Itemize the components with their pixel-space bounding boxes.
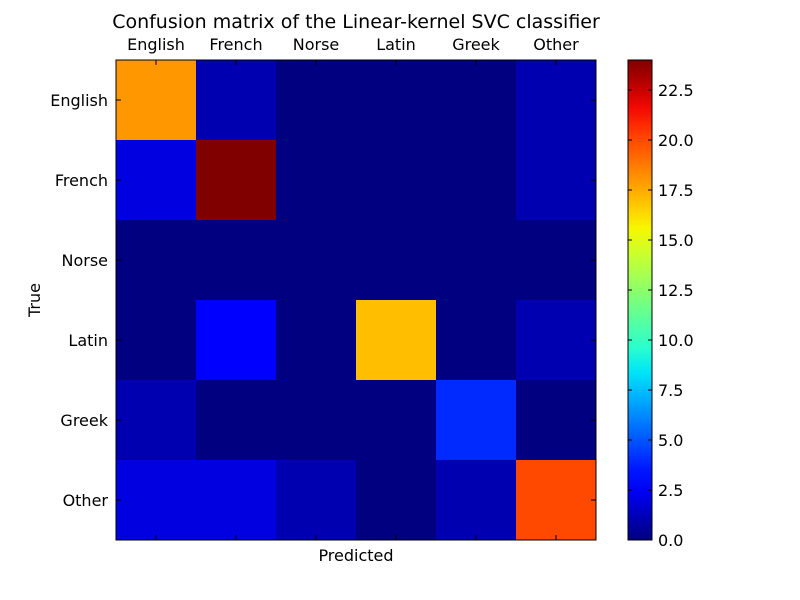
x-tick-label: Greek <box>452 35 500 54</box>
x-tick-label: Norse <box>293 35 340 54</box>
heatmap-cell <box>516 140 597 221</box>
heatmap-cell <box>356 460 437 541</box>
heatmap-cell <box>436 460 517 541</box>
y-tick-label: French <box>55 171 108 190</box>
colorbar <box>627 59 653 541</box>
heatmap-cell <box>516 380 597 461</box>
heatmap-cell <box>356 140 437 221</box>
y-tick-label: Other <box>63 491 109 510</box>
heatmap-cell <box>516 60 597 141</box>
x-tick-label: Other <box>533 35 579 54</box>
plot-frame <box>115 59 597 541</box>
heatmap-cell <box>196 60 277 141</box>
colorbar-tick-label: 17.5 <box>658 181 694 200</box>
heatmap-cells <box>116 60 597 541</box>
x-tick-labels: English French Norse Latin Greek Other <box>127 35 579 540</box>
heatmap-cell <box>196 220 277 301</box>
heatmap-cell <box>196 140 277 221</box>
colorbar-tick-label: 22.5 <box>658 81 694 100</box>
heatmap-cell <box>276 60 357 141</box>
colorbar-tick-label: 7.5 <box>658 381 683 400</box>
heatmap-cell <box>356 300 437 381</box>
heatmap-cell <box>276 220 357 301</box>
heatmap-cell <box>116 380 197 461</box>
heatmap-cell <box>196 300 277 381</box>
heatmap-cell <box>436 220 517 301</box>
heatmap-cell <box>116 460 197 541</box>
heatmap-cell <box>276 300 357 381</box>
heatmap-cell <box>116 300 197 381</box>
colorbar-tick-label: 5.0 <box>658 431 683 450</box>
colorbar-tick-label: 20.0 <box>658 131 694 150</box>
chart-title: Confusion matrix of the Linear-kernel SV… <box>112 11 600 33</box>
y-axis-label: True <box>25 283 44 318</box>
colorbar-tick-label: 15.0 <box>658 231 694 250</box>
y-tick-label: English <box>50 91 108 110</box>
heatmap-cell <box>516 460 597 541</box>
x-tick-label: Latin <box>376 35 416 54</box>
colorbar-tick-label: 2.5 <box>658 481 683 500</box>
heatmap-cell <box>436 380 517 461</box>
heatmap-cell <box>196 460 277 541</box>
heatmap-cell <box>436 300 517 381</box>
y-tick-label: Norse <box>61 251 108 270</box>
colorbar-tick-label: 10.0 <box>658 331 694 350</box>
x-tick-label: French <box>209 35 262 54</box>
heatmap-cell <box>276 460 357 541</box>
heatmap-cell <box>116 220 197 301</box>
x-tick-label: English <box>127 35 185 54</box>
x-axis-label: Predicted <box>318 546 393 565</box>
heatmap-cell <box>436 140 517 221</box>
heatmap-cell <box>356 380 437 461</box>
heatmap-cell <box>276 380 357 461</box>
heatmap-cell <box>516 220 597 301</box>
heatmap-cell <box>116 140 197 221</box>
heatmap-cell <box>356 60 437 141</box>
heatmap-cell <box>436 60 517 141</box>
heatmap-cell <box>196 380 277 461</box>
colorbar-tick-labels: 0.0 2.5 5.0 7.5 10.0 12.5 15.0 17.5 20.0 22.5 <box>628 81 694 550</box>
y-tick-label: Greek <box>60 411 108 430</box>
colorbar-tick-label: 12.5 <box>658 281 694 300</box>
heatmap-cell <box>356 220 437 301</box>
heatmap-cell <box>276 140 357 221</box>
y-tick-label: Latin <box>68 331 108 350</box>
heatmap-cell <box>116 60 197 141</box>
heatmap-cell <box>516 300 597 381</box>
y-tick-labels: English French Norse Latin Greek Other <box>50 91 596 510</box>
colorbar-tick-label: 0.0 <box>658 531 683 550</box>
